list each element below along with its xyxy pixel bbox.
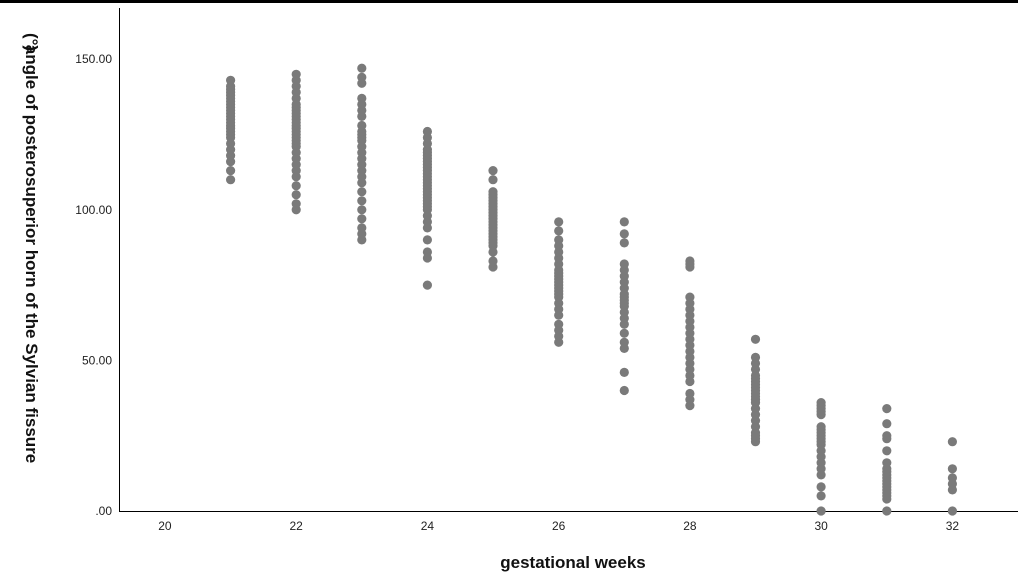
data-point — [882, 446, 892, 456]
y-tick-label: 100.00 — [75, 203, 112, 217]
data-point — [947, 473, 958, 483]
data-point — [422, 126, 432, 137]
data-point — [291, 181, 301, 191]
data-point — [816, 506, 826, 516]
data-point — [685, 292, 695, 302]
data-point — [816, 398, 826, 408]
x-tick-label: 28 — [683, 519, 697, 533]
data-point — [357, 196, 367, 206]
x-tick-label: 32 — [946, 519, 960, 533]
data-point — [947, 437, 958, 447]
data-point — [291, 69, 301, 79]
data-point — [882, 431, 892, 441]
x-axis-ticks: 20 22 24 26 28 30 32 — [158, 519, 959, 533]
y-tick-label: 150.00 — [75, 52, 112, 66]
data-point — [357, 187, 367, 197]
data-point — [750, 352, 761, 362]
data-point — [357, 214, 367, 224]
y-tick-label: 50.00 — [82, 353, 112, 367]
data-point — [422, 280, 432, 290]
data-point — [619, 229, 629, 239]
data-point — [750, 334, 761, 344]
data-point — [488, 187, 498, 197]
data-point — [816, 482, 826, 492]
data-point — [226, 175, 236, 185]
x-tick-label: 26 — [552, 519, 566, 533]
data-point — [816, 491, 826, 501]
data-point — [882, 458, 892, 468]
x-tick-label: 22 — [289, 519, 303, 533]
y-tick-label: .00 — [95, 504, 112, 518]
x-tick-label: 24 — [421, 519, 435, 533]
data-point — [554, 235, 564, 245]
data-point — [488, 166, 498, 176]
data-point — [226, 75, 236, 85]
data-point — [357, 120, 367, 131]
data-point — [488, 175, 498, 185]
data-point — [685, 388, 695, 399]
data-point — [554, 226, 564, 236]
data-point — [422, 235, 432, 245]
data-point — [619, 259, 629, 269]
data-point — [619, 367, 629, 377]
data-point — [554, 319, 564, 329]
data-point — [619, 337, 629, 347]
x-tick-label: 20 — [158, 519, 172, 533]
data-point — [947, 464, 958, 474]
data-point — [947, 506, 958, 516]
data-point — [619, 385, 629, 396]
data-point — [619, 328, 629, 338]
x-axis-title: gestational weeks — [500, 553, 646, 572]
data-point — [291, 199, 301, 209]
y-axis-ticks: .00 50.00 100.00 150.00 — [75, 52, 112, 518]
data-point — [554, 217, 564, 227]
data-point — [619, 217, 629, 227]
data-point — [422, 247, 432, 257]
data-point — [357, 205, 367, 215]
data-point — [882, 404, 892, 414]
data-point — [619, 238, 629, 248]
x-tick-label: 30 — [814, 519, 828, 533]
data-point — [357, 223, 367, 233]
data-point — [488, 256, 498, 266]
data-point — [291, 190, 301, 200]
data-point — [357, 72, 367, 82]
y-axis-title: angle of posterosuperior horn of the Syl… — [22, 45, 41, 463]
data-points — [226, 63, 958, 516]
data-point — [685, 256, 695, 266]
data-point — [882, 419, 892, 429]
data-point — [357, 63, 367, 73]
data-point — [226, 166, 236, 176]
y-axis-unit: (°) — [22, 33, 41, 51]
data-point — [882, 506, 892, 516]
data-point — [357, 93, 367, 103]
data-point — [816, 422, 826, 432]
